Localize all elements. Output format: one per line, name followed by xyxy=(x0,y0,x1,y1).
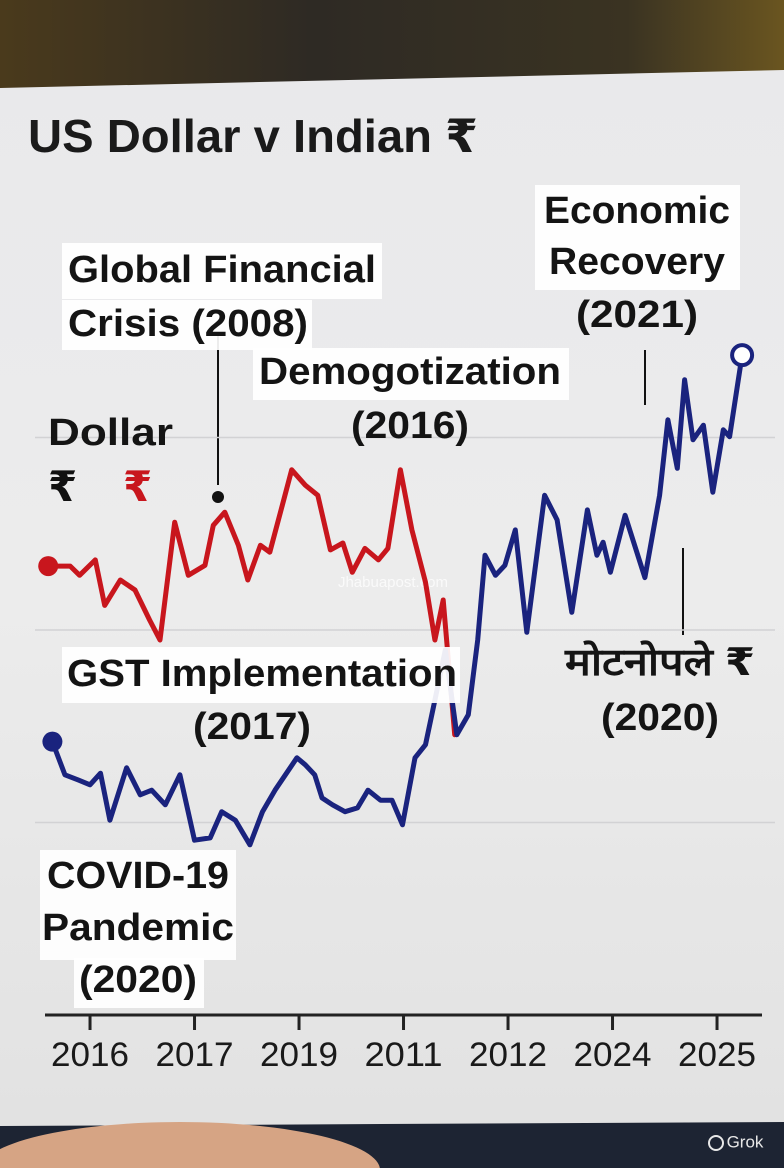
x-tick-label: 2011 xyxy=(365,1036,443,1074)
annotation-text: (2020) xyxy=(79,959,197,1001)
annotation-box xyxy=(74,958,204,1008)
annotation-text: (2017) xyxy=(193,706,311,748)
annotation-box xyxy=(535,185,740,290)
end-marker xyxy=(730,343,755,368)
series-line xyxy=(49,352,745,848)
annotation-box xyxy=(62,300,312,350)
x-tick-label: 2017 xyxy=(156,1036,234,1074)
leader-dot xyxy=(212,491,224,503)
badge-icon xyxy=(708,1135,724,1151)
annotation-text: GST Implementation xyxy=(67,653,457,695)
annotation-text: Pandemic xyxy=(42,907,234,949)
annotation-text: Demogotization xyxy=(259,351,561,393)
annotation-text: (2020) xyxy=(601,697,719,739)
start-marker xyxy=(42,731,63,752)
x-tick-label: 2025 xyxy=(678,1036,756,1074)
hand xyxy=(0,1122,380,1168)
annotation-box xyxy=(40,850,236,960)
annotation-box xyxy=(62,647,460,703)
annotation-text: Global Financial xyxy=(68,249,376,291)
x-tick-label: 2024 xyxy=(574,1036,652,1074)
annotation-text: COVID-19 xyxy=(47,855,229,897)
annotation-box xyxy=(62,243,382,299)
annotation-text: Economic xyxy=(544,190,730,232)
annotation-text: (2021) xyxy=(576,294,698,336)
annotation-text: (2016) xyxy=(351,405,469,447)
x-tick-label: 2012 xyxy=(469,1036,547,1074)
annotation-text: Recovery xyxy=(549,241,725,283)
chart-title: US Dollar v Indian ₹ xyxy=(28,110,478,162)
watermark: Jhabuapost.com xyxy=(338,574,448,591)
x-tick-label: 2016 xyxy=(51,1036,129,1074)
badge: Grok xyxy=(727,1132,764,1151)
annotation-text: Crisis (2008) xyxy=(68,303,308,345)
annotation-text: मोटनोपले ₹ xyxy=(564,640,755,684)
series-line xyxy=(45,467,458,738)
legend-entry: ₹ xyxy=(123,463,152,510)
start-marker xyxy=(38,556,59,577)
x-tick-label: 2019 xyxy=(260,1036,338,1074)
legend-title: Dollar xyxy=(48,412,173,454)
legend-entry: ₹ xyxy=(48,463,77,510)
annotation-box xyxy=(253,348,569,400)
